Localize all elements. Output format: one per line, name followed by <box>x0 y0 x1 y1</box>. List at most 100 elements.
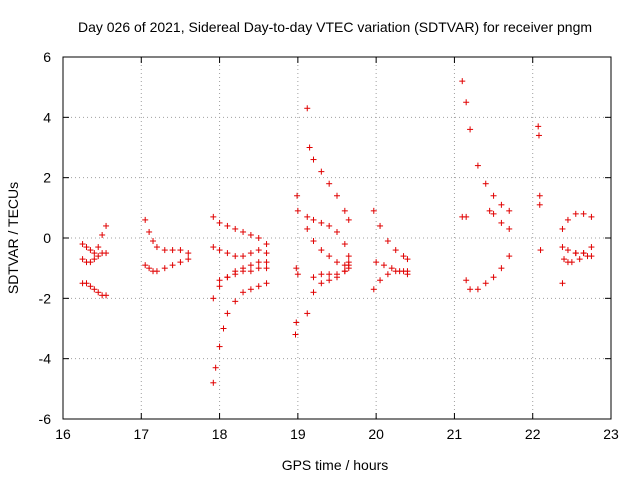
data-point <box>463 213 470 220</box>
data-point <box>463 277 470 284</box>
y-tick-label: 0 <box>43 230 51 246</box>
data-point <box>561 256 568 263</box>
data-point <box>373 259 380 266</box>
data-point <box>498 265 505 272</box>
data-point <box>232 271 239 278</box>
data-point <box>293 319 300 326</box>
data-point <box>146 265 153 272</box>
data-point <box>559 280 566 287</box>
data-point <box>377 222 384 229</box>
data-point <box>341 268 348 275</box>
data-point <box>220 325 227 332</box>
data-point <box>498 201 505 208</box>
y-tick-label: 2 <box>43 170 51 186</box>
data-point <box>142 262 149 269</box>
data-point <box>212 364 219 371</box>
data-point <box>318 219 325 226</box>
data-point <box>304 105 311 112</box>
data-point <box>263 250 270 257</box>
data-point <box>580 250 587 257</box>
data-point <box>380 262 387 269</box>
data-point <box>482 180 489 187</box>
data-point <box>161 247 168 254</box>
y-axis-label: SDTVAR / TECUs <box>5 182 21 294</box>
data-point <box>463 99 470 106</box>
data-point <box>216 343 223 350</box>
data-point <box>334 259 340 266</box>
data-point <box>341 207 348 214</box>
data-point <box>588 213 595 220</box>
data-point <box>255 265 262 272</box>
data-point <box>467 126 474 133</box>
data-point <box>404 268 411 275</box>
data-point <box>474 286 481 293</box>
data-point <box>326 222 333 229</box>
data-point <box>87 259 94 266</box>
data-point <box>318 168 325 175</box>
data-point <box>310 216 317 223</box>
data-point <box>474 162 481 169</box>
data-point <box>99 231 106 238</box>
data-point <box>224 222 231 229</box>
data-point <box>576 256 583 263</box>
data-point <box>490 192 497 199</box>
x-tick-label: 20 <box>368 426 384 442</box>
x-tick-label: 23 <box>603 426 619 442</box>
data-point <box>79 241 86 248</box>
data-point <box>459 78 466 85</box>
data-point <box>247 262 254 269</box>
x-tick-label: 21 <box>447 426 463 442</box>
data-point <box>161 265 168 272</box>
data-point <box>318 271 325 278</box>
data-point <box>326 253 333 260</box>
data-point <box>306 144 313 151</box>
data-point <box>310 238 317 245</box>
data-point <box>293 265 300 272</box>
data-point <box>310 156 317 163</box>
data-point <box>240 289 247 296</box>
data-point <box>95 253 102 260</box>
data-point <box>341 241 348 248</box>
data-point <box>535 123 542 130</box>
data-point <box>87 283 94 290</box>
data-point <box>169 262 176 269</box>
data-point <box>255 235 262 241</box>
data-point <box>103 292 110 299</box>
data-point <box>310 274 317 281</box>
data-point <box>304 225 311 232</box>
y-tick-label: 6 <box>43 49 51 65</box>
data-point <box>224 274 231 281</box>
data-point <box>177 247 184 254</box>
data-point <box>240 253 247 260</box>
data-point <box>388 265 395 272</box>
data-point <box>153 268 160 275</box>
data-point <box>467 286 474 293</box>
data-point <box>247 250 254 257</box>
y-tick-label: -4 <box>39 351 52 367</box>
data-point <box>559 244 566 251</box>
data-point <box>210 379 217 386</box>
data-point <box>292 331 299 338</box>
y-tick-label: -2 <box>39 290 52 306</box>
data-point <box>345 216 352 223</box>
data-point <box>326 180 333 187</box>
data-point <box>536 201 543 208</box>
data-point <box>185 256 192 263</box>
data-point <box>91 256 98 263</box>
data-point <box>83 244 90 251</box>
data-point <box>216 283 223 290</box>
data-point <box>564 216 571 223</box>
data-point <box>559 225 566 232</box>
data-point <box>370 286 377 293</box>
data-point <box>294 207 301 214</box>
plot-frame <box>62 56 612 420</box>
x-axis-label: GPS time / hours <box>282 457 389 473</box>
data-point <box>247 231 254 238</box>
data-point <box>580 210 587 217</box>
data-point <box>142 216 149 223</box>
data-point <box>396 268 403 275</box>
data-point <box>304 310 311 317</box>
data-point <box>572 210 579 217</box>
data-point <box>240 228 247 235</box>
